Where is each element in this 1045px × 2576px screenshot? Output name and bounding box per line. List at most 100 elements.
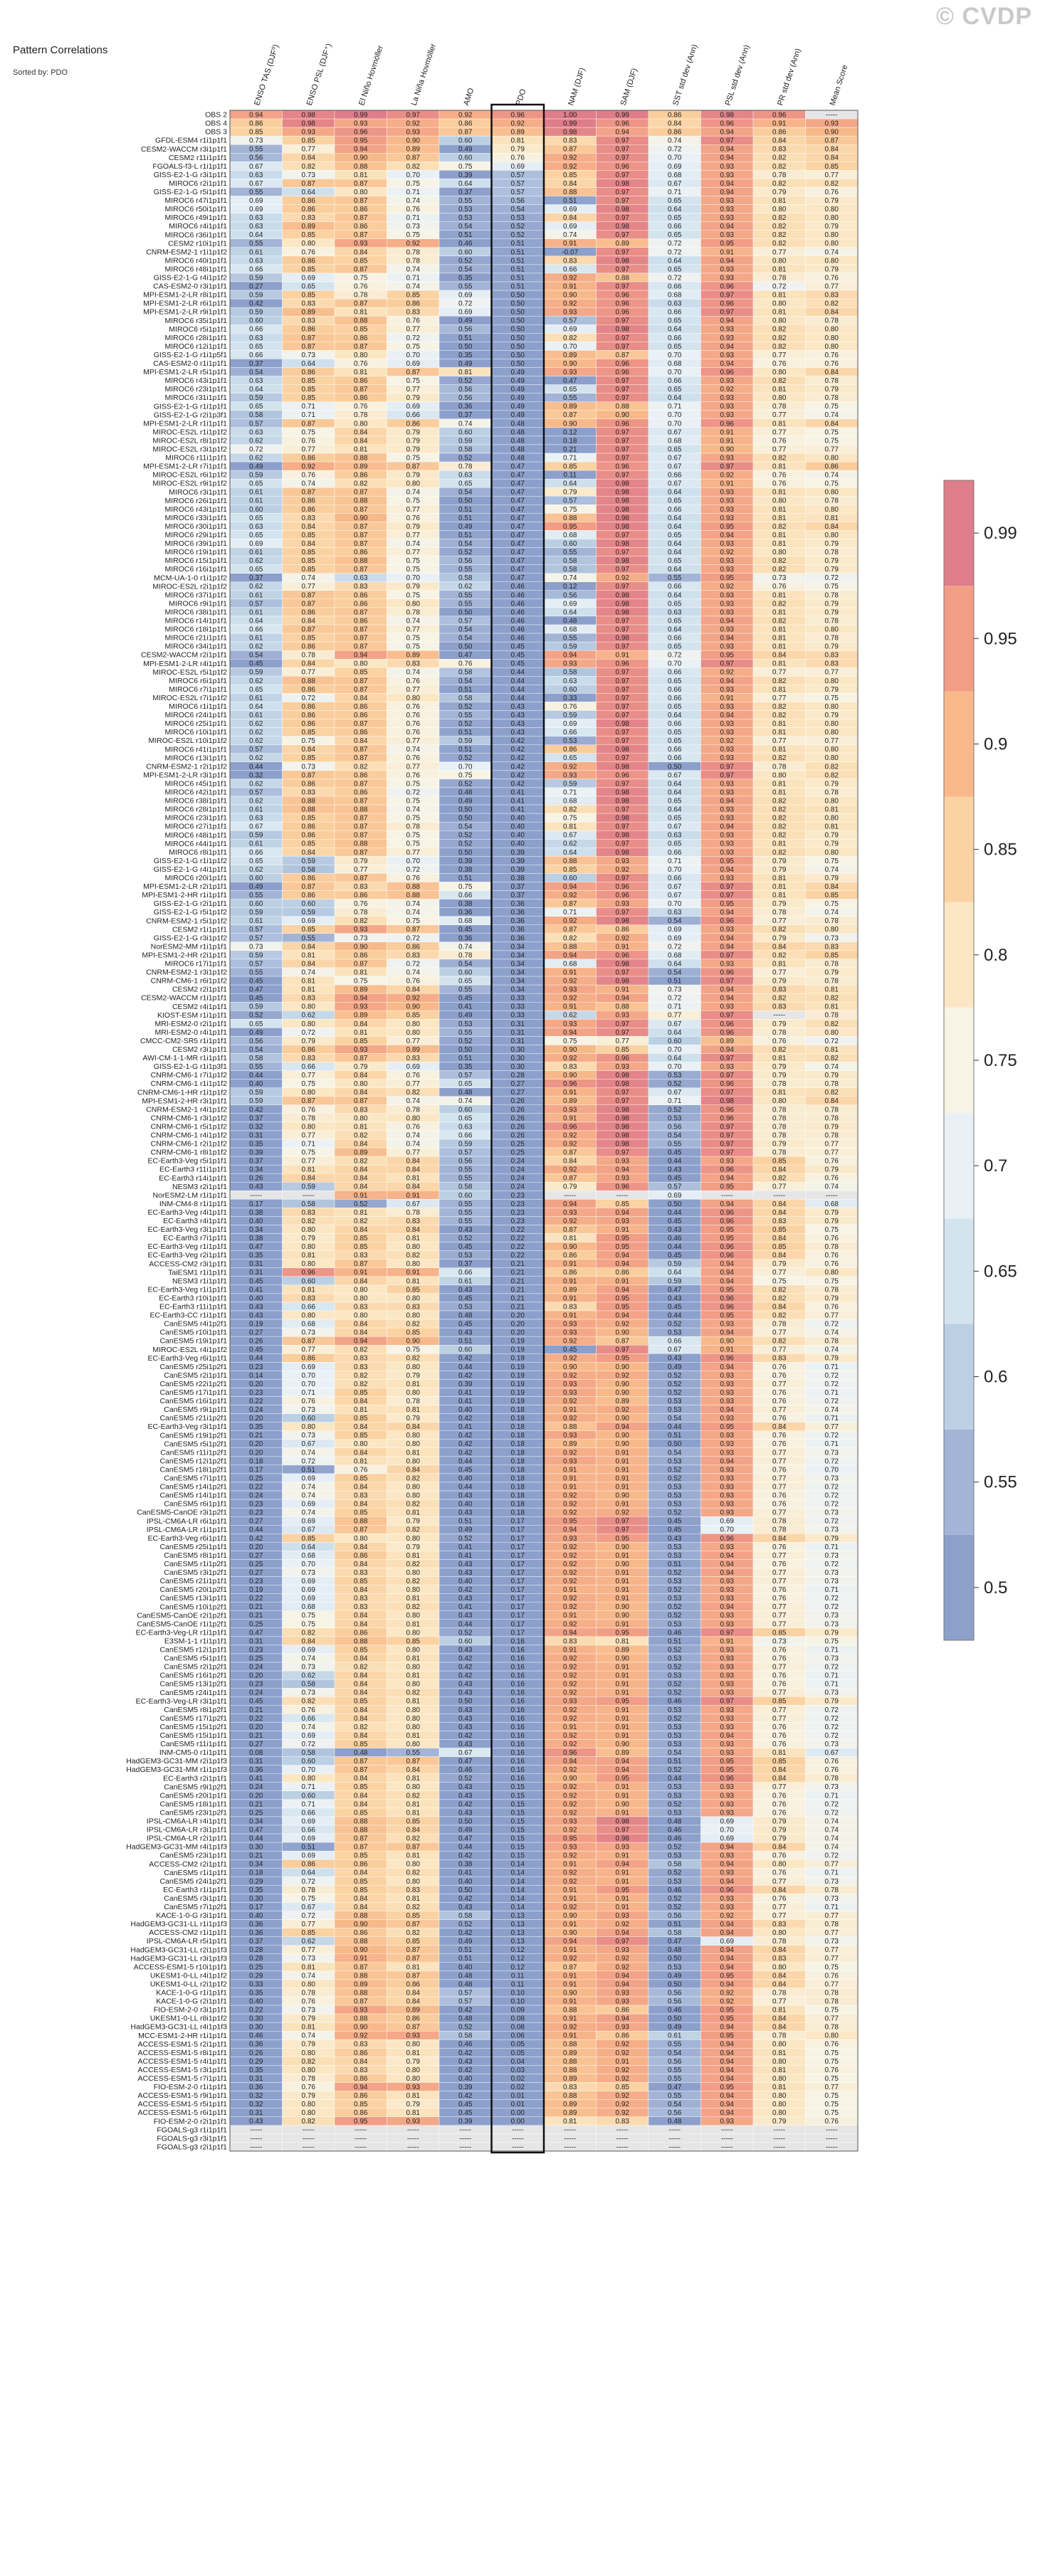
cell-value: 0.40 xyxy=(458,1501,473,1509)
cell-value: 0.64 xyxy=(249,703,263,711)
cell-value: 0.43 xyxy=(458,1595,473,1603)
row-label: CESM2 r1i1p1f1 xyxy=(172,925,227,934)
cell-value: 0.90 xyxy=(616,1654,630,1662)
cell-value: 0.51 xyxy=(458,875,473,882)
cell-value: 0.64 xyxy=(563,849,577,857)
cell-value: 0.61 xyxy=(249,695,263,702)
cell-value: 0.93 xyxy=(720,1800,735,1808)
cell-value: 0.92 xyxy=(563,1578,577,1585)
cell-value: 0.79 xyxy=(772,1072,787,1080)
cell-value: 0.81 xyxy=(406,1775,421,1783)
cell-value: 0.37 xyxy=(249,1158,263,1166)
cell-value: 0.77 xyxy=(406,849,421,857)
cell-value: 0.96 xyxy=(616,883,630,891)
cell-value: 0.96 xyxy=(720,300,735,308)
cell-value: 0.67 xyxy=(668,883,682,891)
cell-value: 0.81 xyxy=(406,1277,421,1285)
cell-value: 0.94 xyxy=(249,111,263,119)
cell-value: 0.95 xyxy=(720,857,735,865)
cell-value: 0.66 xyxy=(668,849,682,857)
cell-value: 0.78 xyxy=(772,1131,787,1139)
cell-value: 0.92 xyxy=(563,1654,577,1662)
cell-value: 0.66 xyxy=(668,1338,682,1346)
cell-value: 0.84 xyxy=(354,1072,368,1080)
cell-value: 0.60 xyxy=(668,1038,682,1045)
cell-value: 0.76 xyxy=(772,360,787,368)
cell-value: 0.76 xyxy=(772,1432,787,1440)
cell-value: 0.20 xyxy=(249,1440,263,1448)
cell-value: 0.53 xyxy=(668,1724,682,1731)
cell-value: 0.80 xyxy=(302,240,316,248)
cell-value: 0.97 xyxy=(616,754,630,762)
cell-value: 0.78 xyxy=(825,1243,839,1251)
cell-value: 0.85 xyxy=(302,566,316,574)
cell-value: 0.87 xyxy=(354,231,368,239)
cell-value: 0.65 xyxy=(668,797,682,805)
cell-value: 0.43 xyxy=(458,1706,473,1714)
row-label: MRI-ESM2-0 r4i1p1f1 xyxy=(154,1028,227,1037)
cell-value: 0.80 xyxy=(354,420,368,428)
cell-value: 0.86 xyxy=(354,377,368,385)
cell-value: 0.76 xyxy=(772,583,787,591)
cell-value: 0.59 xyxy=(302,1183,316,1191)
cell-value: 0.81 xyxy=(772,625,787,633)
cell-value: 0.80 xyxy=(406,1715,421,1723)
cell-value: 0.86 xyxy=(354,334,368,342)
cell-value: 0.64 xyxy=(668,549,682,556)
cell-value: 0.88 xyxy=(354,557,368,565)
cell-value: 0.71 xyxy=(563,909,577,917)
cell-value: 0.17 xyxy=(511,1629,525,1637)
row-label: MIROC6 r10i1p1f1 xyxy=(164,728,227,737)
cell-value: 0.32 xyxy=(249,1123,263,1131)
cell-value: 0.96 xyxy=(720,1166,735,1174)
cell-value: 0.80 xyxy=(772,300,787,308)
cell-value: 0.92 xyxy=(563,1715,577,1723)
cell-value: 0.45 xyxy=(458,926,473,934)
cell-value: 0.84 xyxy=(772,1166,787,1174)
cell-value: 0.94 xyxy=(720,677,735,685)
cell-value: 0.87 xyxy=(825,137,839,145)
cell-value: 0.20 xyxy=(249,1724,263,1731)
cell-value: 0.50 xyxy=(511,326,525,334)
cell-value: 0.39 xyxy=(511,857,525,865)
cell-value: 0.65 xyxy=(668,386,682,394)
cell-value: 0.87 xyxy=(354,849,368,857)
row-label: GISS-E2-1-G r1i1p1f2 xyxy=(154,857,227,865)
cell-value: 0.87 xyxy=(616,352,630,359)
cell-value: 0.69 xyxy=(406,1063,421,1071)
cell-value: 0.88 xyxy=(563,189,577,196)
row-label: MIROC6 r2i1p1f1 xyxy=(169,179,227,188)
cell-value: 0.55 xyxy=(458,1209,473,1217)
cell-value: 0.79 xyxy=(825,1218,839,1225)
cell-value: 0.60 xyxy=(563,875,577,882)
cell-value: 0.88 xyxy=(354,163,368,171)
cell-value: 0.63 xyxy=(668,300,682,308)
cell-value: 0.80 xyxy=(825,754,839,762)
cell-value: 0.57 xyxy=(563,317,577,325)
cell-value: 0.96 xyxy=(354,129,368,137)
cell-value: 0.72 xyxy=(302,1741,316,1748)
cell-value: 0.82 xyxy=(354,1346,368,1354)
column-header: ENSO PSL (DJF⁺) xyxy=(305,43,334,107)
row-label: CanESM5 r14i1p2f1 xyxy=(159,1483,227,1492)
cell-value: 0.79 xyxy=(825,1355,839,1363)
cell-value: 0.72 xyxy=(668,274,682,282)
cell-value: 0.94 xyxy=(563,1029,577,1037)
cell-value: 0.39 xyxy=(458,857,473,865)
cell-value: 0.63 xyxy=(249,815,263,823)
cell-value: 0.86 xyxy=(302,686,316,694)
cell-value: 0.82 xyxy=(772,1046,787,1054)
cell-value: 0.82 xyxy=(772,1294,787,1302)
cell-value: 0.47 xyxy=(511,574,525,582)
cell-value: 0.96 xyxy=(720,1114,735,1122)
cell-value: ----- xyxy=(303,1192,315,1200)
row-label: AWI-CM-1-1-MR r1i1p1f1 xyxy=(142,1054,227,1062)
cell-value: 0.82 xyxy=(406,163,421,171)
row-label: MIROC6 r1i1p1f1 xyxy=(169,702,227,711)
cell-value: 0.77 xyxy=(772,428,787,436)
row-label: MIROC-ES2L r2i1p1f2 xyxy=(152,582,227,591)
cell-value: 0.64 xyxy=(249,617,263,625)
cell-value: 0.97 xyxy=(616,1526,630,1534)
cell-value: 0.51 xyxy=(458,334,473,342)
cell-value: 0.72 xyxy=(825,1800,839,1808)
